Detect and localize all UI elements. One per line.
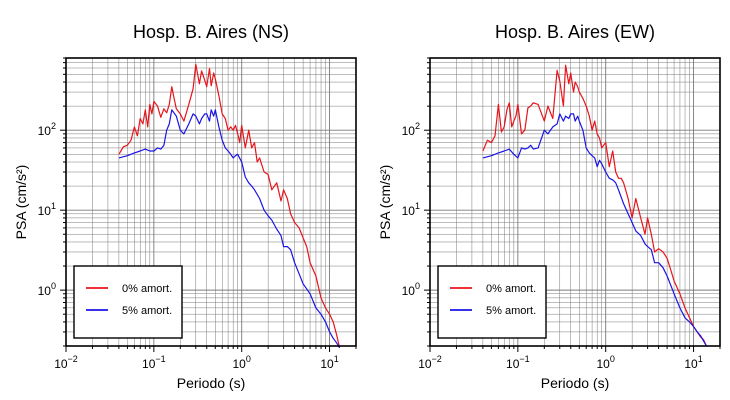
series-line-blue [482, 113, 707, 347]
plot-frame [429, 57, 721, 347]
plot-frame [65, 57, 357, 347]
legend-entry-label: 5% amort. [122, 305, 172, 317]
y-tick-label: 100 [402, 281, 420, 298]
x-tick-label: 100 [233, 354, 251, 371]
y-tick-label: 100 [38, 281, 56, 298]
x-tick-label: 10−2 [418, 354, 442, 371]
y-axis-label: PSA (cm/s²) [13, 165, 29, 240]
x-tick-label: 100 [597, 354, 615, 371]
chart-panel-1: Hosp. B. Aires (NS) 10−2 10−1 100 101 100 101 1… [13, 22, 357, 391]
y-tick-label: 101 [38, 201, 56, 218]
series-line-blue [118, 109, 341, 349]
legend-box [437, 265, 547, 339]
legend-entry-label: 0% amort. [486, 283, 536, 295]
legend: 0% amort. 5% amort. [437, 265, 547, 339]
chart-panel-2: Hosp. B. Aires (EW) 10−2 10−1 100 101 100 101 1… [377, 22, 721, 391]
y-axis-label: PSA (cm/s²) [377, 165, 393, 240]
legend: 0% amort. 5% amort. [73, 265, 183, 339]
chart-title: Hosp. B. Aires (NS) [133, 22, 289, 42]
x-tick-label: 10−1 [142, 354, 166, 371]
series-line-red [118, 63, 341, 348]
series-line-red [482, 64, 707, 347]
y-tick-label: 101 [402, 201, 420, 218]
legend-box [73, 265, 183, 339]
x-axis-label: Periodo (s) [541, 375, 609, 391]
x-axis-label: Periodo (s) [177, 375, 245, 391]
legend-entry-label: 5% amort. [486, 305, 536, 317]
chart-title: Hosp. B. Aires (EW) [495, 22, 655, 42]
y-tick-label: 102 [402, 121, 420, 138]
x-tick-label: 101 [684, 354, 702, 371]
x-tick-label: 101 [320, 354, 338, 371]
legend-entry-label: 0% amort. [122, 283, 172, 295]
x-tick-label: 10−2 [54, 354, 78, 371]
y-tick-label: 102 [38, 121, 56, 138]
x-tick-label: 10−1 [506, 354, 530, 371]
